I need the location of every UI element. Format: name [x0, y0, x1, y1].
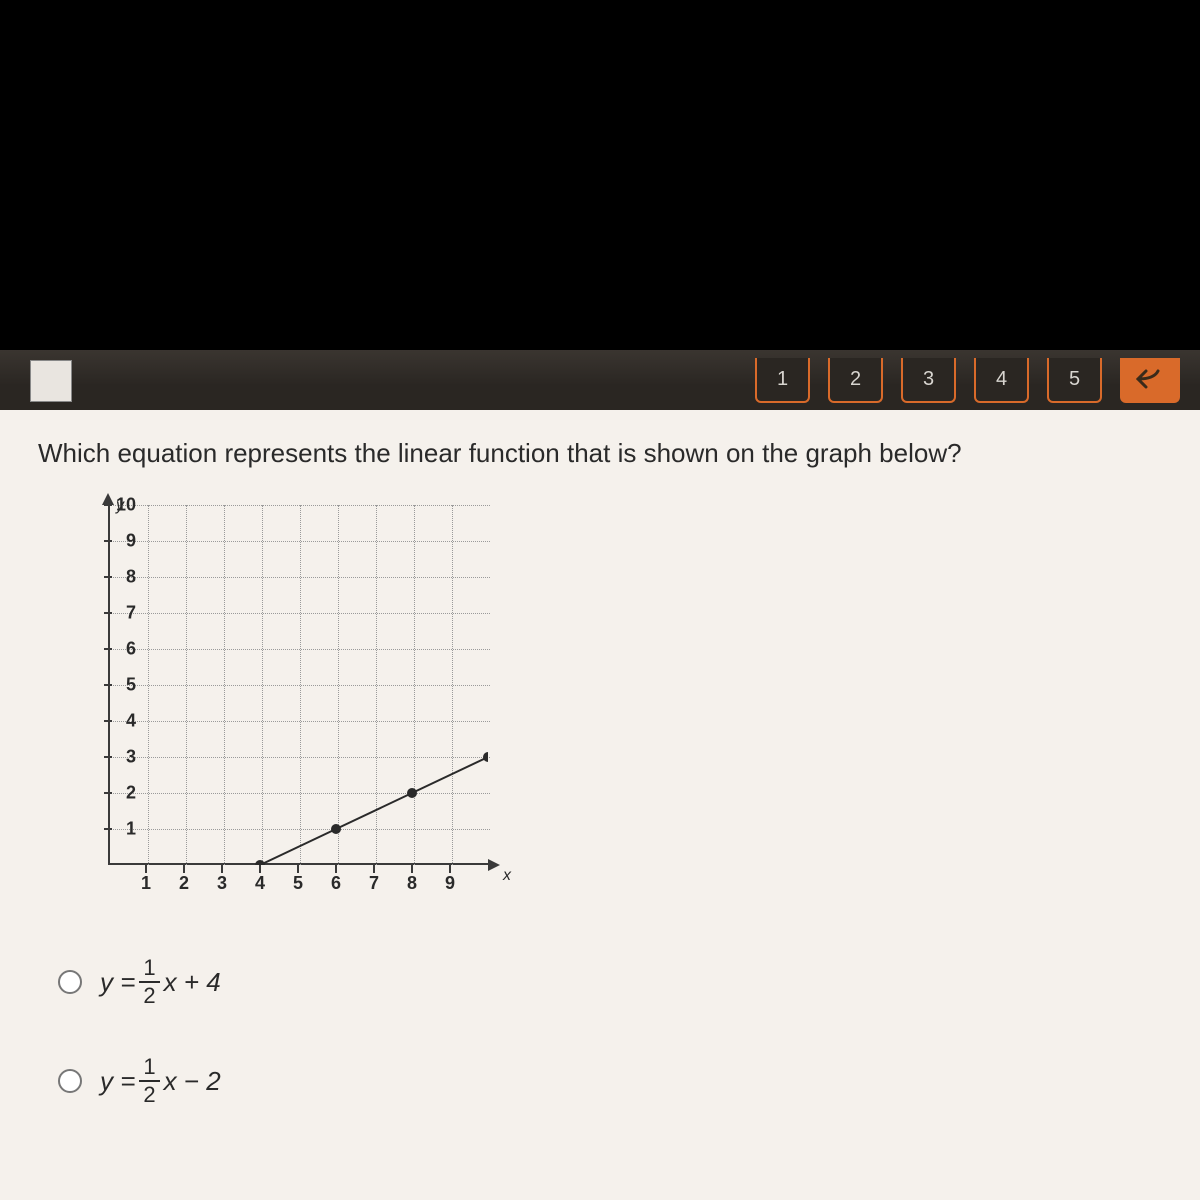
- nav-button-5[interactable]: 5: [1047, 358, 1102, 403]
- answer-options: y = 1 2 x + 4 y = 1 2 x − 2: [58, 955, 1162, 1108]
- x-axis-label: x: [503, 867, 511, 885]
- radio-b[interactable]: [58, 1069, 82, 1093]
- y-tick-mark: [104, 684, 112, 686]
- x-tick-mark: [297, 865, 299, 873]
- y-tick-label: 8: [126, 567, 136, 588]
- x-tick-mark: [145, 865, 147, 873]
- y-tick-label: 5: [126, 675, 136, 696]
- y-tick-mark: [104, 720, 112, 722]
- y-tick-mark: [104, 612, 112, 614]
- y-tick-mark: [104, 540, 112, 542]
- eq-suffix: x − 2: [164, 1066, 221, 1097]
- eq-prefix: y =: [100, 1066, 135, 1097]
- nav-button-3[interactable]: 3: [901, 358, 956, 403]
- y-tick-label: 6: [126, 639, 136, 660]
- nav-button-1[interactable]: 1: [755, 358, 810, 403]
- eq-fraction: 1 2: [139, 955, 159, 1009]
- x-tick-label: 7: [369, 873, 379, 894]
- y-tick-mark: [104, 792, 112, 794]
- y-tick-label: 10: [116, 495, 136, 516]
- eq-numerator: 1: [139, 955, 159, 983]
- eq-denominator: 2: [139, 1082, 159, 1108]
- x-tick-label: 8: [407, 873, 417, 894]
- option-b[interactable]: y = 1 2 x − 2: [58, 1054, 1162, 1108]
- content-panel: Which equation represents the linear fun…: [0, 410, 1200, 1200]
- question-text: Which equation represents the linear fun…: [38, 438, 1162, 469]
- y-tick-mark: [104, 648, 112, 650]
- x-tick-mark: [259, 865, 261, 873]
- y-tick-label: 2: [126, 783, 136, 804]
- x-tick-label: 5: [293, 873, 303, 894]
- y-tick-mark: [104, 576, 112, 578]
- y-tick-mark: [104, 756, 112, 758]
- y-tick-mark: [104, 828, 112, 830]
- x-tick-mark: [411, 865, 413, 873]
- y-tick-mark: [104, 504, 112, 506]
- y-tick-label: 1: [126, 819, 136, 840]
- toolbar: 1 2 3 4 5: [0, 350, 1200, 410]
- x-tick-label: 2: [179, 873, 189, 894]
- y-tick-label: 3: [126, 747, 136, 768]
- nav-button-4[interactable]: 4: [974, 358, 1029, 403]
- nav-button-2[interactable]: 2: [828, 358, 883, 403]
- undo-arrow-icon: [1136, 369, 1164, 389]
- back-arrow-button[interactable]: [1120, 358, 1180, 403]
- y-tick-label: 4: [126, 711, 136, 732]
- x-tick-mark: [373, 865, 375, 873]
- x-tick-label: 6: [331, 873, 341, 894]
- x-tick-label: 3: [217, 873, 227, 894]
- x-tick-mark: [221, 865, 223, 873]
- y-tick-label: 9: [126, 531, 136, 552]
- eq-numerator: 1: [139, 1054, 159, 1082]
- chart-line: [108, 505, 488, 865]
- option-a-equation: y = 1 2 x + 4: [100, 955, 221, 1009]
- x-tick-mark: [335, 865, 337, 873]
- document-icon[interactable]: [30, 360, 72, 402]
- x-tick-label: 9: [445, 873, 455, 894]
- option-b-equation: y = 1 2 x − 2: [100, 1054, 221, 1108]
- option-a[interactable]: y = 1 2 x + 4: [58, 955, 1162, 1009]
- x-tick-label: 4: [255, 873, 265, 894]
- radio-a[interactable]: [58, 970, 82, 994]
- eq-fraction: 1 2: [139, 1054, 159, 1108]
- x-tick-mark: [449, 865, 451, 873]
- eq-suffix: x + 4: [164, 967, 221, 998]
- eq-prefix: y =: [100, 967, 135, 998]
- y-tick-label: 7: [126, 603, 136, 624]
- x-tick-label: 1: [141, 873, 151, 894]
- eq-denominator: 2: [139, 983, 159, 1009]
- x-tick-mark: [183, 865, 185, 873]
- chart: y x 12345678912345678910: [58, 495, 528, 915]
- x-axis-arrow-icon: [488, 859, 500, 871]
- black-top-region: [0, 0, 1200, 350]
